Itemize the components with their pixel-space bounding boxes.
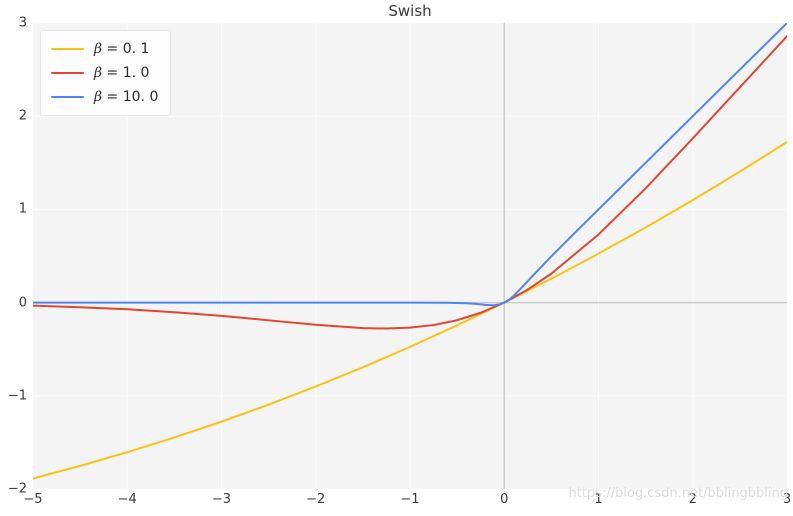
legend-item-beta-1-0: β = 1. 0 (51, 61, 158, 85)
x-tick-label: −4 (117, 492, 137, 507)
legend-label: β = 1. 0 (94, 65, 150, 81)
series-line-beta-10-0 (33, 23, 787, 307)
x-tick-label: −1 (400, 492, 420, 507)
series-line-beta-1-0 (33, 35, 787, 330)
legend-line-swatch (51, 95, 84, 99)
x-tick-label: 1 (594, 492, 603, 507)
x-tick-label: 3 (782, 492, 792, 507)
legend-line-swatch (51, 47, 84, 51)
plot-canvas (33, 23, 787, 489)
y-tick-label: 1 (18, 201, 27, 217)
y-tick-label: −2 (7, 481, 27, 497)
chart-title: Swish (388, 2, 432, 20)
x-tick-label: 0 (500, 492, 509, 507)
y-tick-label: 0 (18, 295, 27, 311)
legend-item-beta-10-0: β = 10. 0 (51, 85, 158, 109)
legend: β = 0. 1 β = 1. 0 β = 10. 0 (40, 30, 172, 116)
legend-label: β = 0. 1 (94, 41, 150, 57)
y-tick-label: 2 (18, 108, 27, 124)
y-tick-label: −1 (7, 388, 27, 404)
legend-line-swatch (51, 71, 84, 75)
series-line-beta-0-1 (33, 141, 787, 480)
watermark: https://blog.csdn.net/bblingbbling (568, 486, 789, 501)
x-tick-label: 2 (688, 492, 697, 507)
x-tick-label: −2 (306, 492, 326, 507)
legend-item-beta-0-1: β = 0. 1 (51, 37, 158, 61)
legend-label: β = 10. 0 (94, 89, 159, 105)
y-tick-label: 3 (18, 15, 27, 31)
x-tick-label: −5 (23, 492, 43, 507)
x-tick-label: −3 (211, 492, 232, 507)
